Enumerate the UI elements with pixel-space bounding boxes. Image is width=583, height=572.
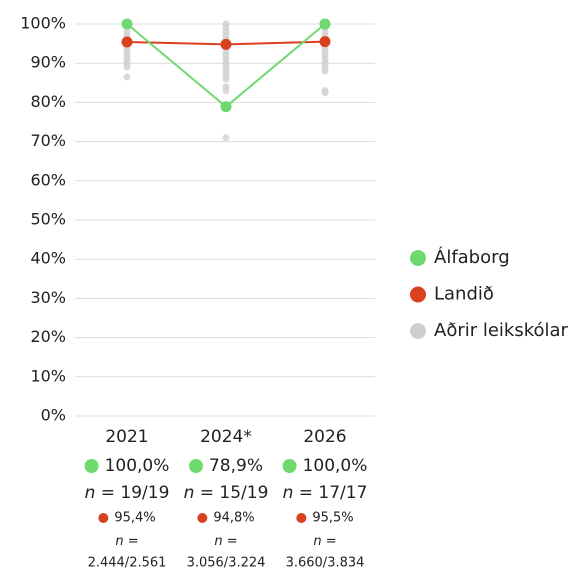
series-point [121,18,133,30]
series-point [220,38,232,50]
value-dot [282,459,297,473]
n-symbol: n [313,534,321,549]
legend-label: Aðrir leikskólar [434,320,569,341]
y-tick-label: 30% [30,288,66,307]
value-dot [98,513,109,523]
value-label: 95,4% [114,511,155,526]
y-tick-label: 80% [30,92,66,111]
sample-size: n = 15/19 [184,483,269,503]
x-tick-label: 2026 [303,427,346,447]
legend-swatch [410,286,426,303]
value-label: 94,8% [213,511,254,526]
sample-size: n = 19/19 [85,483,170,503]
n-symbol: n [214,534,222,549]
sample-size: n = [214,534,237,549]
equals: = [326,534,337,549]
value-dot [84,459,99,473]
n-symbol: n [85,483,96,503]
equals: = [200,483,214,503]
value-dot [188,459,203,473]
series-point [319,36,331,48]
other-school-point [222,87,230,95]
x-tick-label: 2021 [105,427,148,447]
equals: = [128,534,139,549]
legend-label: Landið [434,284,494,305]
count: 17/17 [318,483,367,503]
y-tick-label: 100% [20,14,66,33]
value-label: 100,0% [105,456,170,476]
y-tick-label: 20% [30,327,66,346]
other-school-point [123,73,131,81]
n-symbol: n [115,534,123,549]
y-tick-label: 60% [30,170,66,189]
legend-swatch [410,323,426,339]
y-tick-label: 50% [30,210,66,229]
series-point [220,101,232,113]
other-school-point [222,134,230,142]
equals: = [101,483,115,503]
series-point [121,36,133,48]
x-tick-label: 2024* [200,427,252,447]
n-symbol: n [283,483,294,503]
value-dot [197,513,208,523]
y-tick-label: 40% [30,249,66,268]
sample-size: 2.444/2.561 [88,556,167,571]
legend-swatch [410,250,426,266]
count: 15/19 [219,483,268,503]
y-tick-label: 10% [30,366,66,385]
value-label: 95,5% [312,511,353,526]
series-point [319,18,331,30]
other-school-point [222,75,230,83]
value-dot [296,513,307,523]
y-tick-label: 70% [30,131,66,150]
sample-size: 3.056/3.224 [187,556,266,571]
y-tick-label: 0% [41,406,66,425]
other-school-point [321,89,329,97]
equals: = [227,534,238,549]
sample-size: n = [115,534,138,549]
y-tick-label: 90% [30,53,66,72]
other-school-point [123,63,131,71]
value-label: 100,0% [303,456,368,476]
sample-size: n = [313,534,336,549]
sample-size: 3.660/3.834 [286,556,365,571]
value-label: 78,9% [209,456,263,476]
legend-label: Álfaborg [434,246,510,268]
n-symbol: n [184,483,195,503]
sample-size: n = 17/17 [283,483,368,503]
other-school-point [321,67,329,75]
count: 19/19 [120,483,169,503]
equals: = [299,483,313,503]
